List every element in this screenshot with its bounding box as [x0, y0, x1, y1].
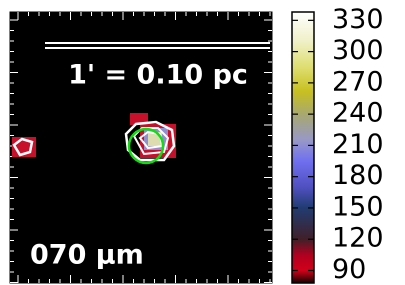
colorbar	[292, 12, 314, 283]
colorbar-tick-label: 210	[332, 129, 384, 160]
colorbar-tick-label: 330	[332, 4, 384, 35]
colorbar-tick-label: 300	[332, 35, 384, 66]
colorbar-tick-label: 90	[332, 254, 366, 285]
scale-label: 1' = 0.10 pc	[68, 60, 248, 91]
colorbar-tick-label: 150	[332, 191, 384, 222]
band-label: 070 μm	[30, 240, 144, 271]
colorbar-tick-label: 240	[332, 98, 384, 129]
colorbar-tick-label: 180	[332, 160, 384, 191]
colorbar-tick-label: 270	[332, 66, 384, 97]
colorbar-tick-label: 120	[332, 223, 384, 254]
chart: 1' = 0.10 pc 070 μm 90120150180210240270…	[0, 0, 405, 285]
